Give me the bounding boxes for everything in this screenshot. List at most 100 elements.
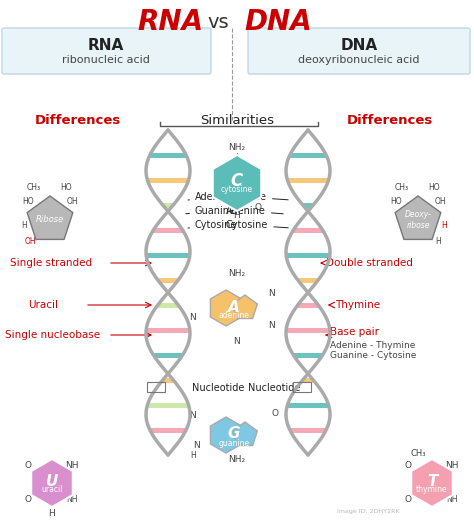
Text: NH: NH	[66, 496, 78, 504]
Text: NH₂: NH₂	[228, 144, 246, 152]
Bar	[147, 382, 165, 392]
Bar	[163, 202, 173, 207]
Text: RNA: RNA	[137, 8, 203, 36]
Text: Adenine: Adenine	[188, 192, 235, 202]
Text: H: H	[435, 238, 441, 246]
Polygon shape	[395, 196, 441, 239]
Bar	[150, 152, 186, 158]
Bar	[287, 177, 328, 183]
Text: NH₂: NH₂	[228, 456, 246, 464]
Text: H: H	[49, 509, 55, 517]
Text: HO: HO	[22, 198, 34, 206]
Text: Thymine: Thymine	[335, 300, 380, 310]
Text: O: O	[255, 202, 262, 212]
Text: T: T	[427, 474, 437, 488]
Text: G: G	[228, 426, 240, 441]
Text: DNA: DNA	[340, 38, 378, 54]
Polygon shape	[210, 417, 242, 453]
Bar	[286, 328, 330, 332]
Text: Differences: Differences	[347, 113, 433, 126]
Bar	[290, 427, 326, 433]
Text: Nucleotide: Nucleotide	[192, 383, 245, 393]
Text: Ribose: Ribose	[36, 215, 64, 225]
Bar	[286, 253, 330, 257]
Text: O: O	[25, 462, 31, 471]
Polygon shape	[31, 459, 73, 507]
Text: Base pair: Base pair	[330, 327, 379, 337]
Bar	[293, 353, 323, 358]
Bar	[298, 278, 318, 282]
Text: vs: vs	[207, 12, 229, 32]
Text: Single stranded: Single stranded	[10, 258, 92, 268]
Text: Guanine: Guanine	[226, 192, 288, 202]
Text: NH: NH	[445, 462, 459, 471]
Bar	[146, 328, 190, 332]
FancyBboxPatch shape	[248, 28, 470, 74]
Text: CH₃: CH₃	[395, 184, 409, 192]
Text: cytosine: cytosine	[221, 186, 253, 194]
Text: Nucleotide: Nucleotide	[248, 383, 301, 393]
Polygon shape	[233, 422, 257, 446]
Text: DNA: DNA	[244, 8, 312, 36]
Text: guanine: guanine	[219, 438, 250, 448]
Bar	[158, 303, 178, 307]
Polygon shape	[210, 290, 242, 326]
Bar	[154, 353, 182, 358]
Text: U: U	[46, 474, 58, 488]
Text: uracil: uracil	[41, 486, 63, 495]
Bar	[293, 382, 311, 392]
Text: O: O	[25, 496, 31, 504]
Text: HO: HO	[390, 198, 402, 206]
Text: Guanine: Guanine	[186, 206, 236, 216]
Bar	[147, 402, 189, 408]
Text: Guanine - Cytosine: Guanine - Cytosine	[330, 350, 416, 359]
Bar	[298, 303, 318, 307]
Polygon shape	[213, 155, 261, 211]
Text: O: O	[272, 409, 279, 418]
Bar	[163, 378, 173, 383]
Bar	[158, 278, 178, 282]
Text: O: O	[404, 462, 411, 471]
Text: H: H	[190, 450, 196, 460]
Text: N: N	[190, 410, 196, 420]
Text: NH₂: NH₂	[228, 268, 246, 278]
Bar	[290, 152, 326, 158]
Bar	[293, 228, 323, 232]
Text: NH: NH	[446, 496, 458, 504]
Bar	[303, 202, 313, 207]
Text: thymine: thymine	[416, 486, 448, 495]
Text: CH₃: CH₃	[410, 448, 426, 458]
Text: N: N	[234, 337, 240, 346]
Text: H: H	[21, 220, 27, 229]
Text: OH: OH	[434, 198, 446, 206]
Text: RNA: RNA	[88, 38, 124, 54]
Text: N: N	[269, 320, 275, 330]
Text: Uracil: Uracil	[28, 300, 58, 310]
Text: Deoxy-
ribose: Deoxy- ribose	[405, 210, 431, 230]
Text: Double stranded: Double stranded	[326, 258, 413, 268]
Text: OH: OH	[66, 198, 78, 206]
Text: CH₃: CH₃	[27, 184, 41, 192]
Text: O: O	[404, 496, 411, 504]
Polygon shape	[411, 459, 453, 507]
Text: C: C	[231, 172, 243, 190]
Text: H: H	[234, 211, 240, 219]
Text: Cytosine: Cytosine	[188, 220, 237, 230]
Text: N: N	[193, 440, 201, 449]
Text: ribonucleic acid: ribonucleic acid	[62, 55, 150, 65]
Bar	[147, 177, 189, 183]
Text: NH: NH	[65, 462, 79, 471]
Text: OH: OH	[24, 238, 36, 246]
Text: deoxyribonucleic acid: deoxyribonucleic acid	[298, 55, 420, 65]
Polygon shape	[27, 196, 73, 239]
Text: HO: HO	[60, 184, 72, 192]
Bar	[154, 228, 182, 232]
FancyBboxPatch shape	[2, 28, 211, 74]
Bar	[303, 378, 313, 383]
Polygon shape	[233, 295, 257, 319]
Text: Adenine - Thymine: Adenine - Thymine	[330, 341, 415, 349]
Text: N: N	[269, 289, 275, 297]
Text: HO: HO	[428, 184, 440, 192]
Text: adenine: adenine	[219, 311, 249, 320]
Text: Image ID: 2DHY2RK: Image ID: 2DHY2RK	[337, 510, 400, 514]
